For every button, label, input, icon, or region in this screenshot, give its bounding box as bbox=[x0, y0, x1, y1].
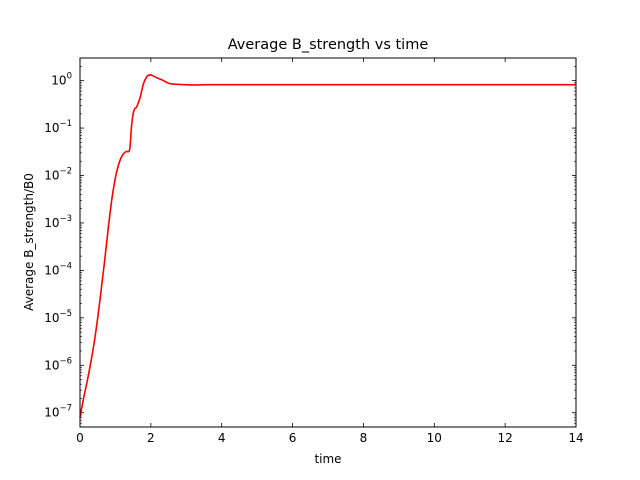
plot-frame bbox=[79, 57, 577, 428]
y-tick-label: 10−6 bbox=[44, 356, 72, 372]
x-tick-label: 4 bbox=[218, 431, 226, 445]
series-line-0 bbox=[79, 74, 576, 418]
y-tick-label: 10−1 bbox=[44, 119, 72, 135]
x-tick-label: 8 bbox=[360, 431, 368, 445]
y-tick-label: 10−5 bbox=[44, 309, 72, 325]
x-tick-label: 10 bbox=[427, 431, 442, 445]
y-tick-label: 10−3 bbox=[44, 214, 72, 230]
x-axis-label: time bbox=[314, 452, 341, 466]
series-layer bbox=[79, 74, 576, 418]
y-tick-label: 10−4 bbox=[44, 261, 72, 277]
axis-ticks: 0 2 4 6 8 10 12 14 10−7 10−6 10−5 10−4 10−3 10−2 10−1 1… bbox=[44, 57, 584, 445]
chart-title: Average B_strength vs time bbox=[228, 37, 429, 53]
x-tick-label: 2 bbox=[147, 431, 155, 445]
x-tick-label: 14 bbox=[568, 431, 583, 445]
x-tick-label: 6 bbox=[289, 431, 297, 445]
y-tick-label: 10−2 bbox=[44, 167, 72, 183]
x-tick-label: 12 bbox=[498, 431, 513, 445]
y-tick-label: 100 bbox=[51, 72, 72, 88]
y-tick-label: 10−7 bbox=[44, 404, 72, 420]
x-tick-label: 0 bbox=[76, 431, 84, 445]
y-axis-label: Average B_strength/B0 bbox=[22, 173, 36, 311]
